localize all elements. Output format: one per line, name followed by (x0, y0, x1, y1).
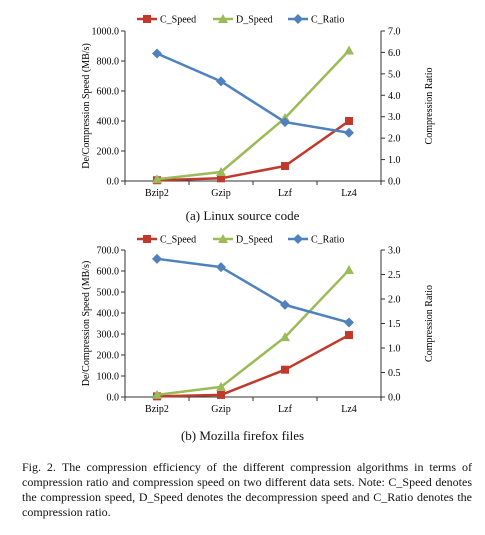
chart-firefox-point-c-ratio (344, 317, 354, 328)
chart-linux-plot: 0.0 200.0 400.0 600.0 800.0 1000.0 0.0 1.0 2.0 3.… (81, 14, 435, 199)
chart-firefox-legend-label: C_Ratio (311, 235, 344, 246)
chart-linux: 0.0 200.0 400.0 600.0 800.0 1000.0 0.0 1.0 2.0 3.… (0, 0, 485, 232)
chart-firefox-y-axis-title-right: Compression Ratio (424, 285, 435, 362)
chart-linux-legend-marker (218, 14, 228, 23)
chart-firefox-y-tick-label-right: 0.0 (388, 393, 401, 404)
chart-linux-y-axis-title-right: Compression Ratio (424, 68, 435, 145)
chart-firefox-y-tick-label-left: 500.0 (97, 288, 120, 299)
chart-linux-y-tick-label-left: 0.0 (107, 177, 120, 188)
chart-firefox-legend-marker (293, 234, 303, 244)
chart-linux-point-c-ratio (280, 117, 290, 128)
chart-firefox-legend-marker (143, 235, 151, 243)
chart-firefox-y-tick-label-right: 1.5 (388, 319, 401, 330)
chart-linux-series-line-c-speed (156, 119, 350, 182)
chart-firefox-y-axis-title-left: De/Compression Speed (MB/s) (81, 261, 92, 387)
chart-firefox-point-c-ratio (280, 299, 290, 310)
chart-firefox-point-d-speed (152, 389, 162, 399)
chart-firefox-x-tick-label: Gzip (211, 404, 230, 415)
chart-firefox-y-tick-label-left: 0.0 (107, 393, 120, 404)
chart-firefox: 0.0 100.0 200.0 300.0 400.0 500.0 600.0 700.0 0.… (0, 232, 485, 450)
chart-firefox-y-tick-label-left: 200.0 (97, 351, 120, 362)
chart-firefox-x-tick-label: Bzip2 (145, 404, 169, 415)
chart-linux-y-tick-label-left: 1000.0 (92, 27, 120, 38)
chart-linux-point-c-speed (217, 174, 225, 183)
chart-linux-x-tick-label: Lzf (278, 188, 293, 199)
chart-firefox-point-c-ratio (216, 262, 226, 273)
chart-linux-x-tick-label: Lz4 (341, 188, 357, 199)
chart-linux-point-c-ratio (152, 48, 162, 59)
chart-linux-caption: (a) Linux source code (185, 208, 300, 223)
chart-firefox-x-tick-label: Lz4 (341, 404, 357, 415)
chart-linux-y-axis-title-left: De/Compression Speed (MB/s) (81, 43, 92, 169)
chart-firefox-point-c-speed (217, 390, 225, 399)
chart-linux-series-line-d-speed (156, 49, 350, 181)
chart-firefox-y-tick-label-right: 3.0 (388, 246, 401, 257)
chart-linux-point-d-speed (216, 167, 226, 176)
chart-firefox-y-tick-label-right: 0.5 (388, 368, 401, 379)
chart-firefox-point-d-speed (216, 381, 226, 391)
chart-linux-point-d-speed (152, 174, 162, 184)
figure-caption: Fig. 2. The compression efficiency of the… (22, 460, 472, 520)
chart-linux-point-c-ratio (216, 76, 226, 87)
chart-linux-legend-label: C_Speed (160, 15, 196, 26)
chart-linux-x-tick-label: Bzip2 (145, 188, 169, 199)
chart-linux-y-tick-label-right: 3.0 (388, 112, 401, 123)
chart-firefox-legend-label: C_Speed (160, 235, 196, 246)
figure-caption-text: The compression efficiency of the differ… (22, 460, 472, 519)
chart-firefox-series-line-c-speed (156, 333, 350, 398)
chart-linux-legend-marker (293, 14, 303, 24)
chart-linux-y-tick-label-right: 2.0 (388, 134, 401, 145)
chart-firefox-y-tick-label-left: 600.0 (97, 267, 120, 278)
chart-linux-y-tick-label-right: 4.0 (388, 91, 401, 102)
chart-firefox-y-tick-label-left: 700.0 (97, 246, 120, 257)
figure-caption-label: Fig. 2. (22, 460, 56, 474)
chart-linux-legend-marker (143, 15, 151, 23)
chart-linux-y-tick-label-right: 5.0 (388, 69, 401, 80)
chart-linux-y-tick-label-left: 400.0 (97, 117, 120, 128)
chart-firefox-point-d-speed (280, 332, 290, 342)
chart-firefox-y-tick-label-right: 2.5 (388, 270, 401, 281)
chart-linux-series-line-c-ratio (156, 52, 350, 135)
chart-linux-point-d-speed (344, 45, 354, 55)
chart-firefox-y-tick-label-left: 100.0 (97, 372, 120, 383)
chart-linux-legend-label: C_Ratio (311, 15, 344, 26)
chart-firefox-series-line-c-ratio (156, 257, 350, 324)
chart-firefox-point-c-speed (281, 365, 289, 374)
chart-firefox-point-d-speed (344, 264, 354, 274)
chart-firefox-y-tick-label-right: 2.0 (388, 295, 401, 306)
chart-firefox-caption: (b) Mozilla firefox files (180, 428, 305, 443)
chart-firefox-plot: 0.0 100.0 200.0 300.0 400.0 500.0 600.0 700.0 0.… (81, 234, 435, 415)
chart-linux-y-tick-label-right: 1.0 (388, 155, 401, 166)
chart-firefox-legend-label: D_Speed (236, 235, 273, 246)
chart-firefox-point-c-speed (345, 331, 353, 340)
chart-linux-y-tick-label-right: 7.0 (388, 27, 401, 38)
chart-linux-point-c-speed (281, 162, 289, 170)
chart-linux-point-c-speed (345, 117, 353, 125)
chart-firefox-series-line-d-speed (156, 269, 350, 397)
chart-linux-point-c-ratio (344, 127, 354, 138)
chart-firefox-point-c-ratio (152, 253, 162, 264)
chart-firefox-legend-marker (218, 234, 228, 243)
chart-linux-y-tick-label-right: 0.0 (388, 177, 401, 188)
chart-firefox-y-tick-label-left: 300.0 (97, 330, 120, 341)
chart-linux-y-tick-label-right: 6.0 (388, 48, 401, 59)
chart-linux-y-tick-label-left: 600.0 (97, 87, 120, 98)
chart-firefox-y-tick-label-right: 1.0 (388, 344, 401, 355)
chart-linux-legend-label: D_Speed (236, 15, 273, 26)
chart-linux-y-tick-label-left: 800.0 (97, 57, 120, 68)
chart-linux-x-tick-label: Gzip (211, 188, 230, 199)
chart-linux-y-tick-label-left: 200.0 (97, 147, 120, 158)
chart-firefox-y-tick-label-left: 400.0 (97, 309, 120, 320)
chart-firefox-x-tick-label: Lzf (278, 404, 293, 415)
